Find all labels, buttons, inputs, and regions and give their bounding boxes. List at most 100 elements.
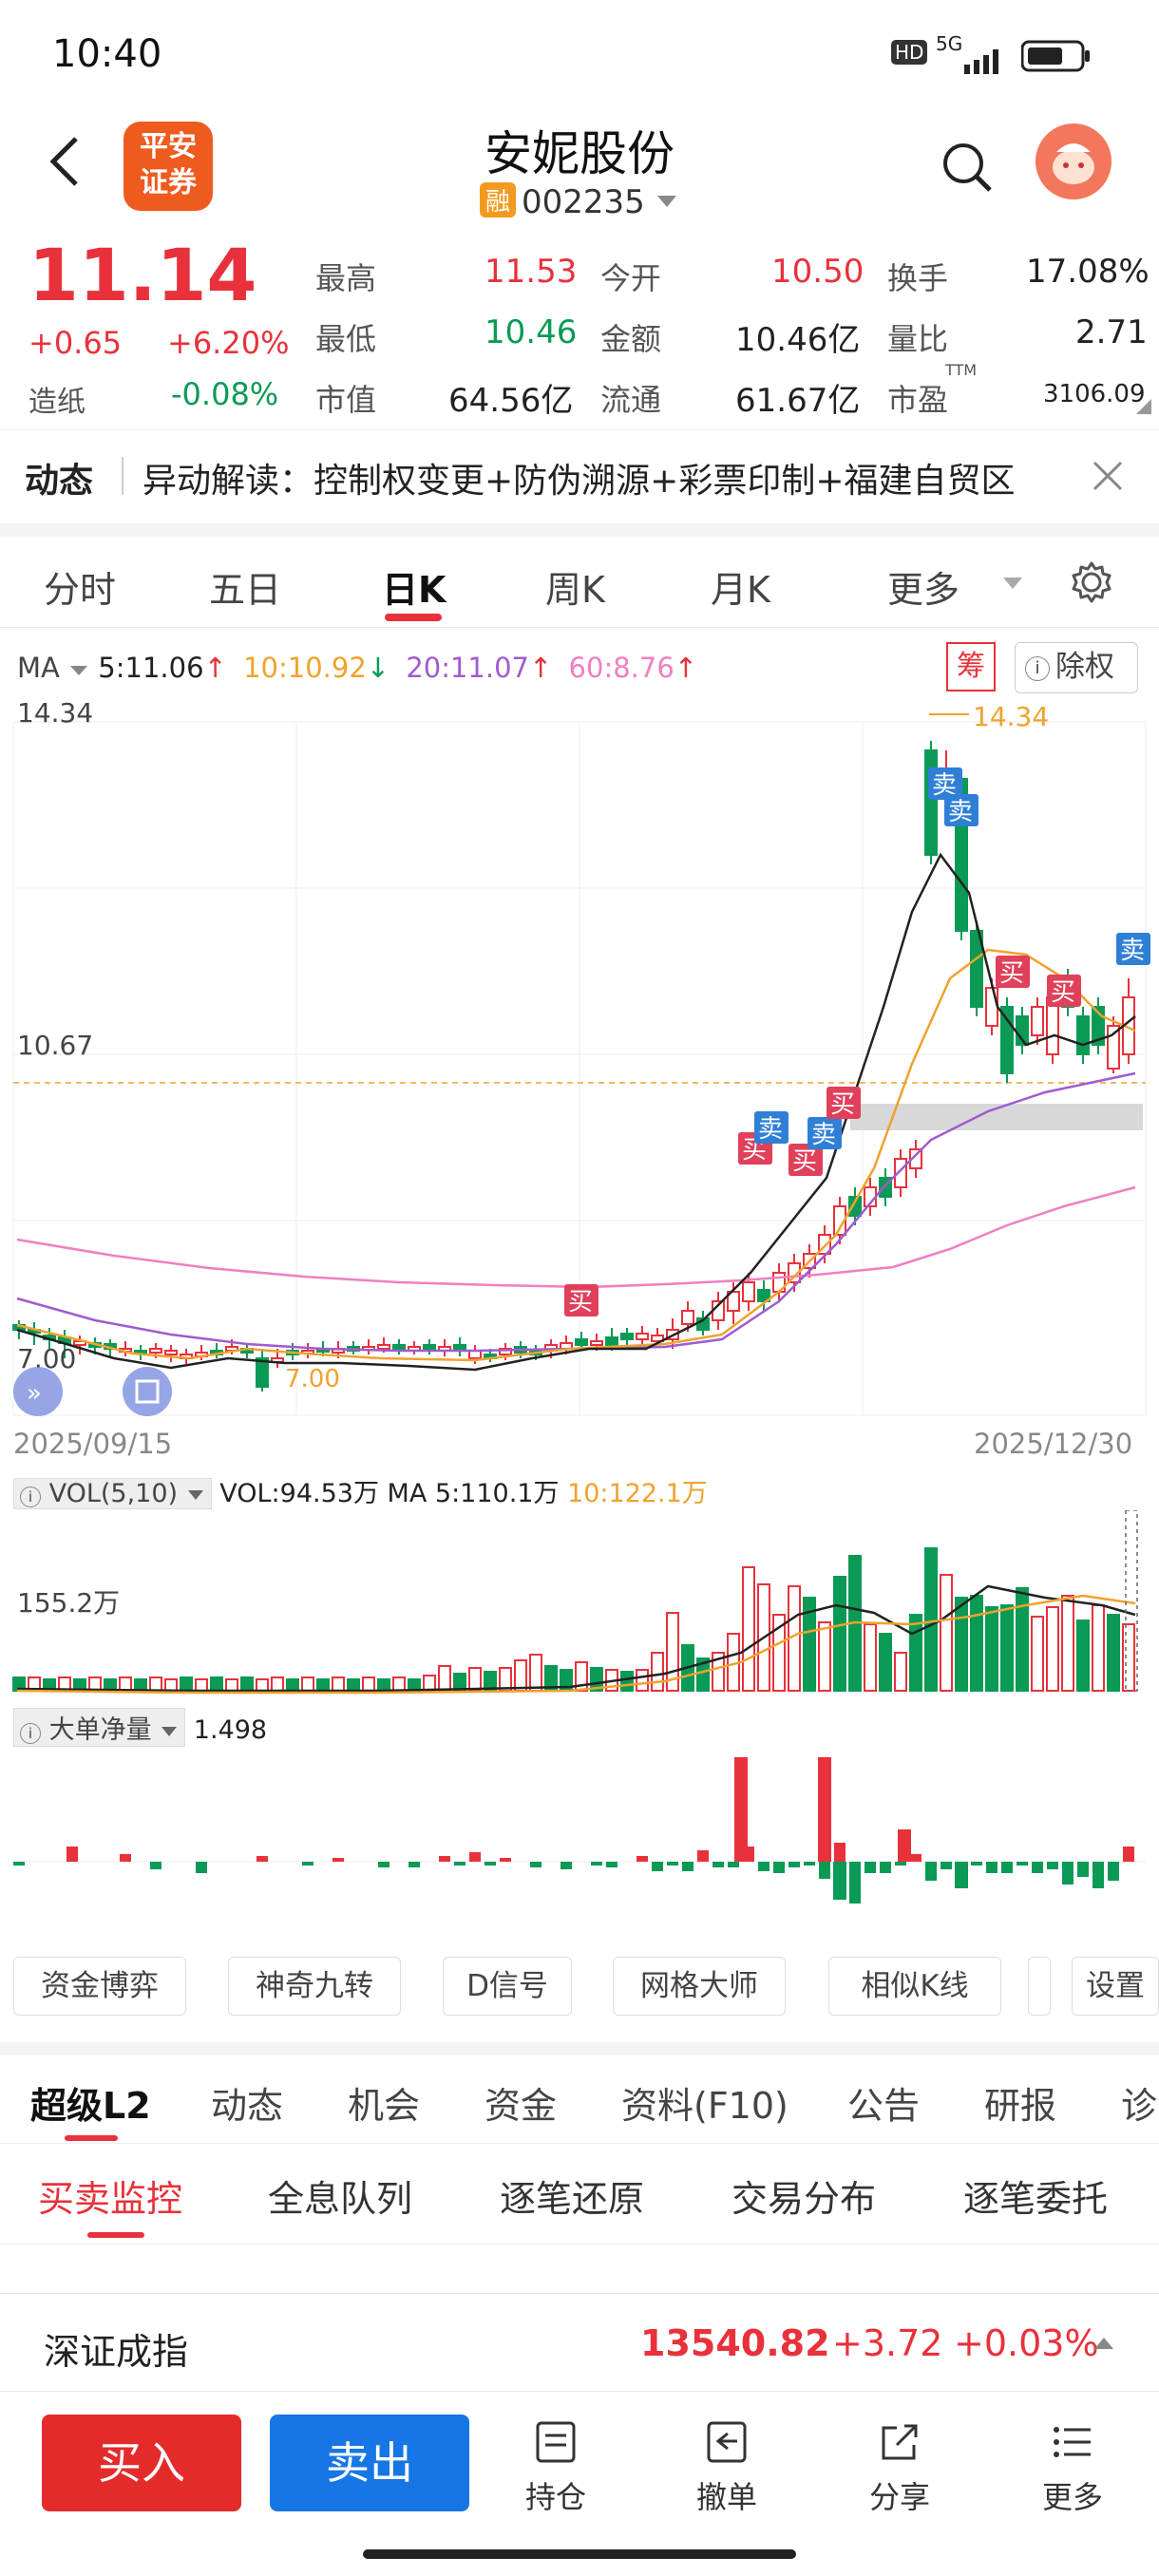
volume-bar [468,1667,482,1692]
clock: 10:40 [52,32,162,76]
tool-similar-k[interactable]: 相似K线 [828,1957,1001,2016]
candle-body [392,1344,406,1350]
candle-body [651,1335,664,1342]
bigorder-legend[interactable]: i 大单净量 1.498 [13,1708,267,1747]
volume-indicator-select[interactable]: i VOL(5,10) [13,1478,212,1509]
low-label: 7.00 [285,1365,340,1393]
back-icon[interactable] [46,133,84,190]
avatar[interactable] [1036,123,1112,199]
bigorder-bar [773,1862,785,1873]
tool-d-signal[interactable]: D信号 [443,1957,572,2016]
ma10-line [16,948,1136,1362]
close-icon[interactable] [1091,459,1125,493]
tool-more-clipped[interactable] [1028,1957,1051,2016]
volume-chart[interactable] [0,1510,1159,1700]
candlestick-chart[interactable]: 14.34 10.67 7.00 14.34 7.00 买买 买卖 卖买卖卖买买卖 … [0,693,1159,1482]
subtab-trade-monitor[interactable]: 买卖监控 [38,2178,183,2220]
tab-opportunity[interactable]: 机会 [348,2085,421,2127]
buy-button[interactable]: 买入 [42,2415,241,2511]
sell-signal-badge [808,1117,842,1149]
broker-logo: 平安 证券 [124,122,213,211]
low-label: 最低 [315,321,377,357]
hd-icon: HD [891,40,928,65]
tab-announcement[interactable]: 公告 [847,2085,921,2127]
volume-bar [620,1671,634,1692]
buy-signal-label: 买 [1051,978,1075,1007]
bigorder-bar [636,1856,648,1862]
volume-bar [119,1676,132,1692]
tab-more[interactable]: 更多 [887,569,960,611]
volume-bar [924,1547,938,1692]
tab-diagnosis[interactable]: 诊 [1121,2085,1158,2127]
ex-right-button[interactable]: i 除权 [1015,642,1138,693]
volume-legend[interactable]: i VOL(5,10) VOL:94.53万 MA 5:110.1万 10:12… [13,1472,708,1509]
news-bar[interactable]: 动态 异动解读：控制权变更+防伪溯源+彩票印制+福建自贸区 [0,429,1159,537]
tab-f10[interactable]: 资料(F10) [621,2085,788,2127]
bigorder-indicator-select[interactable]: i 大单净量 [13,1708,186,1747]
index-change: +3.72 [832,2322,943,2364]
tab-dynamic[interactable]: 动态 [211,2085,284,2127]
sector-label[interactable]: 造纸 [28,386,86,419]
volratio-value: 2.71 [1075,313,1148,351]
subtab-tick-orders[interactable]: 逐笔委托 [963,2178,1109,2220]
cancel-order-icon[interactable] [705,2420,749,2464]
bigorder-chart[interactable] [0,1748,1159,1938]
search-icon[interactable] [940,141,994,194]
volume-bar [316,1678,330,1692]
subtab-trade-distribution[interactable]: 交易分布 [732,2178,877,2220]
fullscreen-icon[interactable] [123,1367,172,1416]
volume-bar [514,1659,527,1692]
scroll-left-icon[interactable] [13,1367,63,1416]
holdings-label[interactable]: 持仓 [524,2479,586,2515]
tool-magic-nine[interactable]: 神奇九转 [228,1957,401,2016]
tab-intraday[interactable]: 分时 [44,569,117,611]
candle-body [636,1333,649,1340]
bigorder-bar [332,1858,344,1862]
candle-body [909,1148,922,1169]
vol-axis-label: 155.2万 [17,1587,121,1619]
chip-distribution-button[interactable]: 筹 [946,642,996,691]
tab-super-l2[interactable]: 超级L2 [30,2085,151,2127]
share-label[interactable]: 分享 [868,2479,930,2515]
ma-legend[interactable]: MA 5:11.06↑ 10:10.92↓ 20:11.07↑ 60:8.76↑ [17,652,698,684]
more-menu-icon[interactable] [1051,2420,1094,2464]
tool-grid-master[interactable]: 网格大师 [613,1957,786,2016]
volume-bar [985,1606,998,1692]
tab-research[interactable]: 研报 [984,2085,1057,2127]
tab-weekly-k[interactable]: 周K [545,569,605,611]
fullscreen-glyph [135,1379,160,1404]
buy-signal-badge [788,1144,823,1176]
share-icon[interactable] [878,2420,922,2464]
bigorder-bar [734,1757,748,1862]
expand-up-icon[interactable] [1092,2336,1115,2351]
tool-fund-game[interactable]: 资金博弈 [13,1957,186,2016]
tool-settings[interactable]: 设置 [1072,1957,1159,2016]
tab-monthly-k[interactable]: 月K [711,569,770,611]
more-label[interactable]: 更多 [1041,2479,1103,2515]
mcap-label: 市值 [315,382,377,418]
amount-value: 10.46亿 [735,321,861,359]
volume-bar [1061,1595,1074,1692]
subtab-tick-replay[interactable]: 逐笔还原 [500,2178,645,2220]
volume-bar [894,1652,907,1692]
last-price: 11.14 [28,233,257,317]
cancel-order-label[interactable]: 撤单 [695,2479,757,2515]
tab-daily-k[interactable]: 日K [382,569,446,611]
volume-bar [362,1676,375,1692]
volume-bar [712,1652,725,1692]
holdings-icon[interactable] [534,2420,578,2464]
gear-icon[interactable] [1070,560,1113,604]
vol-latest-marker [1125,1510,1138,1692]
index-ticker-bar[interactable]: 深证成指 13540.82 +3.72 +0.03% [0,2294,1159,2392]
expand-corner-icon[interactable] [1136,399,1151,414]
margin-badge: 融 [480,182,517,218]
volume-bars [12,1547,1135,1692]
sell-button[interactable]: 卖出 [270,2415,469,2511]
ma-label: MA [17,652,60,684]
tab-five-day[interactable]: 五日 [209,569,282,611]
subtab-queue[interactable]: 全息队列 [268,2178,413,2220]
tab-funds[interactable]: 资金 [484,2085,558,2127]
stock-code-row[interactable]: 融 002235 [480,182,678,221]
network-label: 5G [936,32,963,55]
bigorder-bar [682,1862,694,1871]
